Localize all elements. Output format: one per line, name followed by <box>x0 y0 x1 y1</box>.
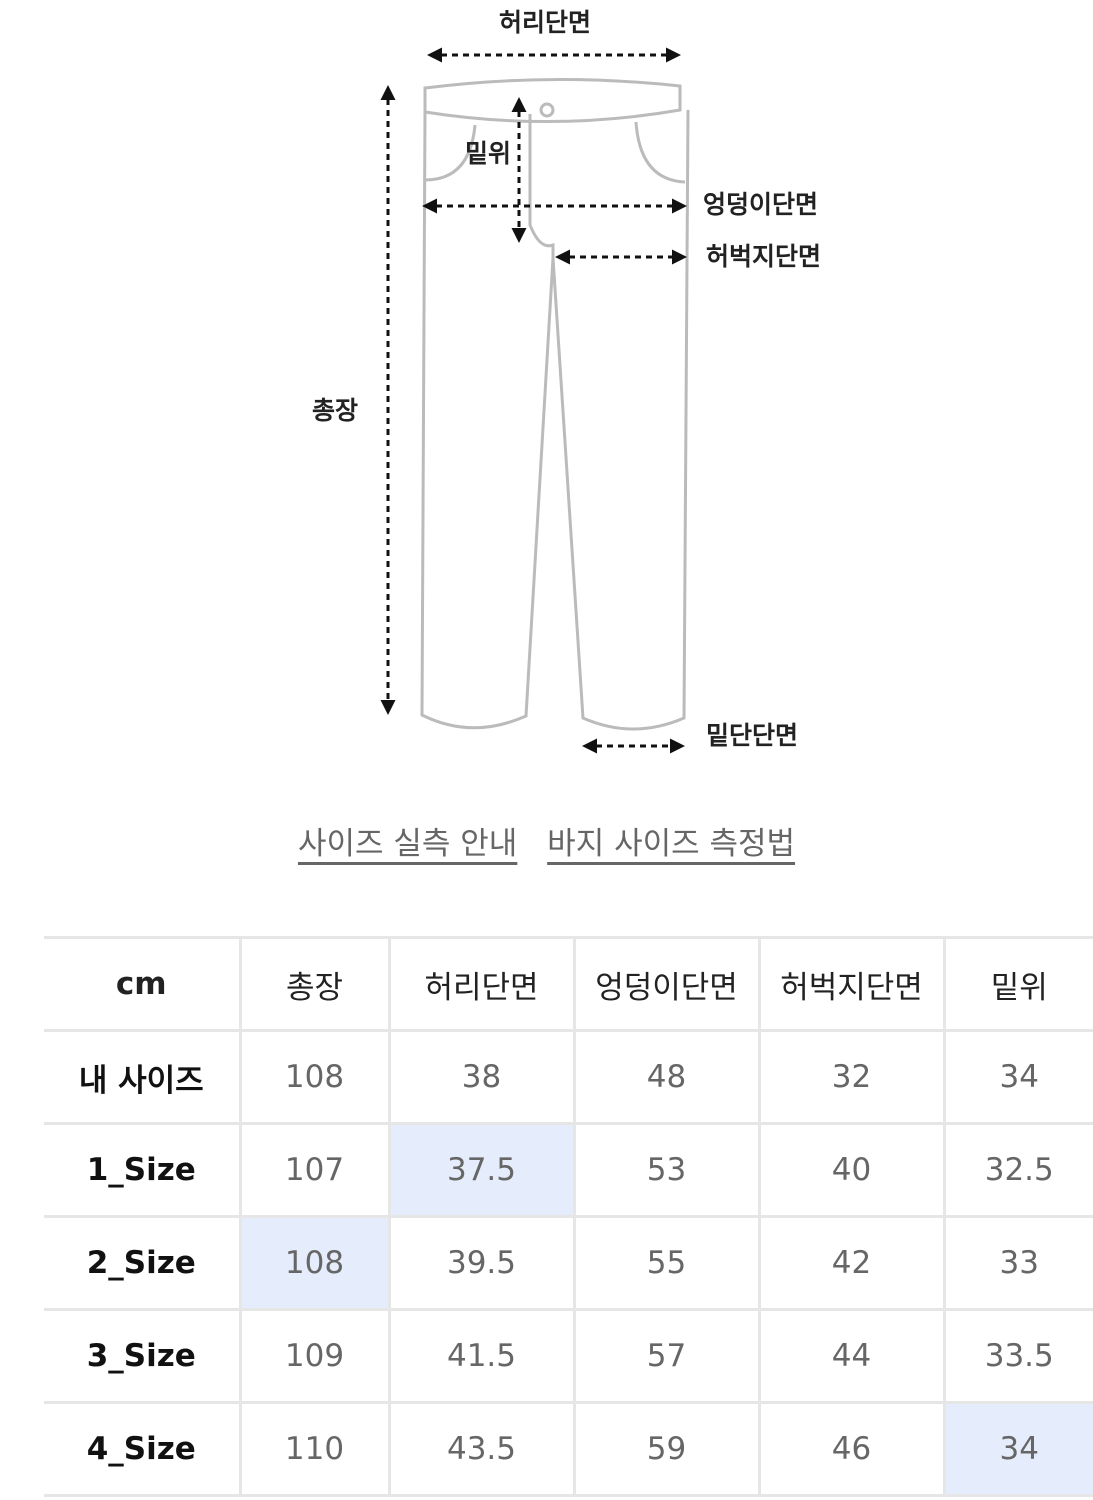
cell: 41.5 <box>387 1308 574 1404</box>
cell: 44 <box>757 1308 944 1404</box>
row-label: 1_Size <box>44 1122 240 1218</box>
header-cell: 밑위 <box>942 936 1093 1032</box>
label-thigh: 허벅지단면 <box>706 242 821 271</box>
row-label: 3_Size <box>44 1308 240 1404</box>
row-label: 2_Size <box>44 1215 240 1311</box>
measure-guide-link[interactable]: 바지 사이즈 측정법 <box>547 826 796 862</box>
cell: 32 <box>757 1029 944 1125</box>
cell: 43.5 <box>387 1401 574 1497</box>
pants-outline <box>420 77 690 731</box>
header-cell: 허리단면 <box>387 936 574 1032</box>
cell: 37.5 <box>387 1122 574 1218</box>
pants-diagram: 허리단면 밑위 엉덩이단면 허벅지단면 총장 밑단단면 <box>312 8 821 754</box>
cell: 59 <box>572 1401 759 1497</box>
header-cell: 총장 <box>238 936 389 1032</box>
header-cell: 엉덩이단면 <box>572 936 759 1032</box>
cell: 109 <box>238 1308 389 1404</box>
row-label: 내 사이즈 <box>44 1029 240 1125</box>
cell: 57 <box>572 1308 759 1404</box>
label-hem: 밑단단면 <box>706 721 798 750</box>
table-row: 내 사이즈 108 38 48 32 34 <box>44 1029 1093 1125</box>
cell: 110 <box>238 1401 389 1497</box>
header-row: cm 총장 허리단면 엉덩이단면 허벅지단면 밑위 <box>44 936 1093 1032</box>
cell: 34 <box>942 1401 1093 1497</box>
table-row: 4_Size 110 43.5 59 46 34 <box>44 1401 1093 1497</box>
cell: 39.5 <box>387 1215 574 1311</box>
cell: 32.5 <box>942 1122 1093 1218</box>
cell: 34 <box>942 1029 1093 1125</box>
table-row: 3_Size 109 41.5 57 44 33.5 <box>44 1308 1093 1404</box>
size-table: cm 총장 허리단면 엉덩이단면 허벅지단면 밑위 내 사이즈 108 38 48 32 34 1_Si… <box>44 936 1093 1497</box>
cell: 107 <box>238 1122 389 1218</box>
table-row: 1_Size 107 37.5 53 40 32.5 <box>44 1122 1093 1218</box>
label-hip: 엉덩이단면 <box>703 190 818 219</box>
measure-arrows <box>380 47 687 754</box>
header-cell: 허벅지단면 <box>757 936 944 1032</box>
cell: 55 <box>572 1215 759 1311</box>
cell: 108 <box>238 1215 389 1311</box>
cell: 33.5 <box>942 1308 1093 1404</box>
header-cell: cm <box>44 936 240 1032</box>
cell: 38 <box>387 1029 574 1125</box>
cell: 48 <box>572 1029 759 1125</box>
cell: 33 <box>942 1215 1093 1311</box>
cell: 108 <box>238 1029 389 1125</box>
links: 사이즈 실측 안내 바지 사이즈 측정법 <box>0 818 1093 863</box>
size-guide-link[interactable]: 사이즈 실측 안내 <box>297 826 518 862</box>
label-waist: 허리단면 <box>499 8 591 37</box>
cell: 46 <box>757 1401 944 1497</box>
cell: 42 <box>757 1215 944 1311</box>
row-label: 4_Size <box>44 1401 240 1497</box>
table-row: 2_Size 108 39.5 55 42 33 <box>44 1215 1093 1311</box>
label-length: 총장 <box>312 396 358 425</box>
label-rise: 밑위 <box>465 139 511 168</box>
cell: 53 <box>572 1122 759 1218</box>
cell: 40 <box>757 1122 944 1218</box>
